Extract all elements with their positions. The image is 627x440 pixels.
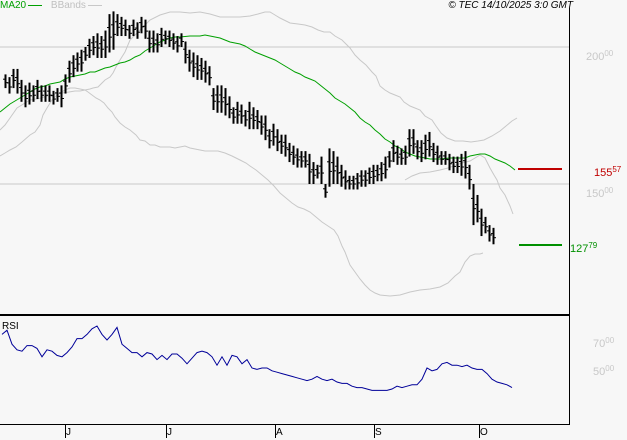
price-label-dec: 00 [604, 186, 614, 195]
legend-ma20: MA20 [0, 0, 27, 11]
bbands-swatch [87, 4, 102, 6]
copyright-timestamp: © TEC 14/10/2025 3:0 GMT [448, 0, 573, 11]
rsi-label-dec: 00 [605, 336, 615, 345]
x-label-aug: A [276, 427, 283, 438]
x-label-jun: J [66, 427, 71, 438]
rsi-label-50: 5000 [593, 363, 614, 378]
resistance-label: 15557 [594, 164, 621, 179]
rsi-label-int: 50 [593, 366, 606, 378]
rsi-panel-label: RSI [2, 321, 19, 332]
price-label-int: 150 [586, 188, 605, 200]
bollinger-lower-line [0, 87, 484, 297]
chart-legend: MA20 BBands [0, 0, 102, 12]
ma20-swatch [28, 4, 43, 6]
x-label-sep: S [375, 427, 382, 438]
x-axis-ticks [65, 425, 480, 438]
price-label-200: 20000 [586, 48, 613, 63]
rsi-label-int: 70 [593, 338, 606, 350]
price-label-150: 15000 [586, 185, 613, 200]
support-int: 127 [570, 243, 589, 255]
rsi-label-70: 7000 [593, 335, 614, 350]
support-label: 12779 [570, 240, 597, 255]
bollinger-upper-line [0, 11, 518, 143]
rsi-line [1, 325, 513, 391]
bollinger-lower-line-tail [404, 154, 514, 215]
support-dec: 79 [588, 241, 598, 250]
resistance-int: 155 [594, 167, 613, 179]
x-label-jul: J [167, 427, 172, 438]
x-label-oct: O [480, 427, 488, 438]
rsi-label-dec: 00 [605, 364, 615, 373]
resistance-dec: 57 [612, 165, 622, 174]
price-label-int: 200 [586, 51, 605, 63]
price-bars [3, 11, 496, 245]
price-label-dec: 00 [604, 49, 614, 58]
legend-bbands: BBands [50, 0, 86, 11]
